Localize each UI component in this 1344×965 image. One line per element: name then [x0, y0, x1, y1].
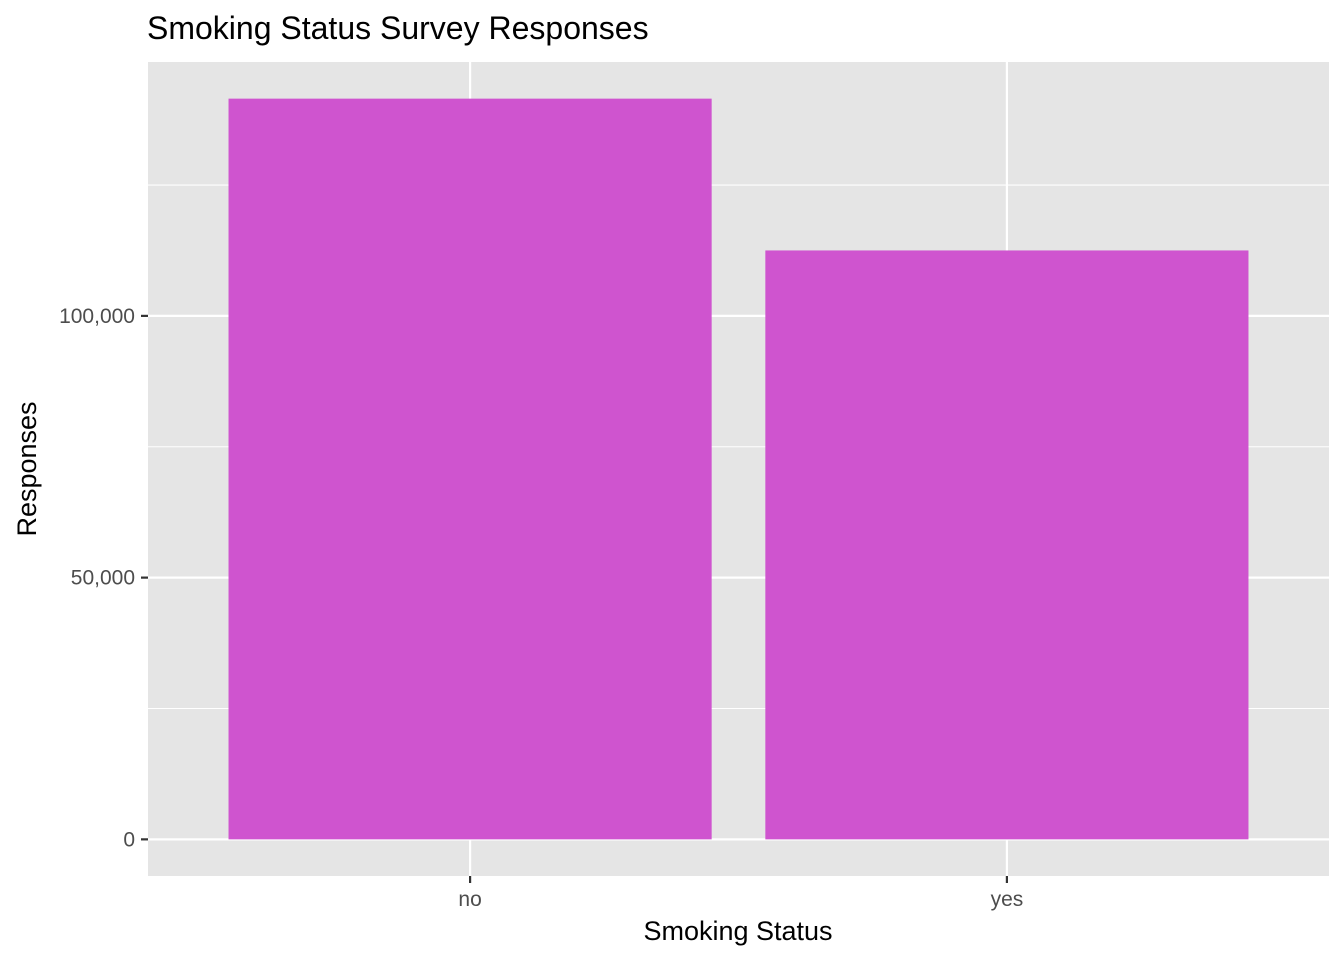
y-tick-label: 100,000 — [59, 305, 135, 328]
x-axis-label: Smoking Status — [643, 916, 832, 946]
x-axis: no yes — [458, 876, 1023, 911]
x-tick-label: no — [458, 888, 481, 911]
y-tick-label: 50,000 — [71, 567, 135, 590]
y-axis-label: Responses — [12, 401, 42, 536]
bar-no — [228, 98, 712, 840]
chart-title: Smoking Status Survey Responses — [147, 10, 649, 46]
x-tick-label: yes — [991, 888, 1024, 911]
bars — [228, 98, 1249, 840]
y-tick-label: 0 — [123, 828, 135, 851]
bar-yes — [765, 250, 1249, 840]
y-axis: 0 50,000 100,000 — [59, 305, 148, 851]
